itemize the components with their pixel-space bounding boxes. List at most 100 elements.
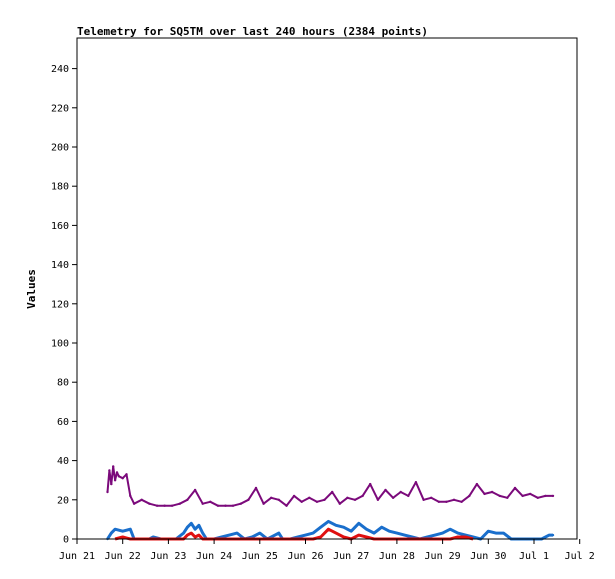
series-point-0 <box>300 500 303 503</box>
series-point-0 <box>521 494 524 498</box>
x-tick-label: Jun 28 <box>379 551 415 562</box>
y-tick-label: 180 <box>51 182 69 193</box>
series-point-1 <box>433 533 437 537</box>
series-point-0 <box>475 482 479 486</box>
y-tick-label: 0 <box>63 535 69 546</box>
series-point-0 <box>529 492 532 496</box>
series-point-0 <box>121 477 124 480</box>
y-axis-label: Values <box>25 269 38 309</box>
series-point-0 <box>483 492 486 496</box>
x-tick-label: Jun 29 <box>425 551 461 562</box>
series-point-0 <box>369 482 372 486</box>
series-point-1 <box>334 524 338 527</box>
series-point-0 <box>108 469 111 472</box>
series-point-1 <box>228 533 231 537</box>
series-point-0 <box>140 498 143 501</box>
x-tick-label: Jun 25 <box>242 551 278 562</box>
series-point-0 <box>171 504 174 507</box>
series-point-0 <box>544 494 547 498</box>
series-point-1 <box>311 531 315 535</box>
series-point-1 <box>235 531 239 535</box>
series-point-0 <box>239 502 242 505</box>
series-point-0 <box>513 486 517 490</box>
series-point-1 <box>456 531 459 535</box>
x-tick-label: Jun 21 <box>59 551 95 562</box>
x-tick-label: Jun 26 <box>287 551 323 562</box>
series-point-0 <box>117 475 121 478</box>
series-point-1 <box>449 528 452 531</box>
series-point-1 <box>193 528 197 531</box>
series-point-0 <box>148 502 151 505</box>
series-point-1 <box>113 528 117 531</box>
series-point-0 <box>323 498 326 501</box>
series-point-0 <box>115 471 119 474</box>
series-point-0 <box>155 504 159 507</box>
x-tick-label: Jun 23 <box>150 551 186 562</box>
series-point-0 <box>110 482 113 486</box>
series-point-1 <box>548 533 551 537</box>
series-point-0 <box>163 504 166 507</box>
series-point-1 <box>372 531 376 535</box>
series-point-1 <box>121 530 124 533</box>
series-point-0 <box>498 494 501 498</box>
series-line-2 <box>114 527 474 541</box>
plot-frame <box>76 37 578 540</box>
series-point-0 <box>331 490 334 494</box>
series-point-0 <box>209 500 212 503</box>
y-tick-label: 20 <box>57 495 69 506</box>
series-point-1 <box>403 533 406 537</box>
series-point-1 <box>342 526 345 529</box>
series-point-0 <box>112 465 115 468</box>
series-layer <box>106 465 555 541</box>
series-point-0 <box>129 494 132 498</box>
series-point-1 <box>327 520 330 523</box>
x-tick-label: Jun 30 <box>470 551 506 562</box>
series-point-0 <box>353 498 357 501</box>
series-point-0 <box>262 502 265 505</box>
series-point-0 <box>201 502 204 505</box>
series-line-0 <box>106 465 553 507</box>
series-point-1 <box>502 531 505 535</box>
series-point-0 <box>224 504 227 507</box>
series-point-0 <box>384 488 387 492</box>
series-point-0 <box>346 496 349 499</box>
series-point-0 <box>178 502 181 505</box>
series-point-0 <box>430 496 433 499</box>
series-point-0 <box>125 473 128 476</box>
y-tick-label: 60 <box>57 417 69 428</box>
series-point-1 <box>350 530 353 533</box>
x-tick-label: Jun 27 <box>333 551 369 562</box>
series-point-0 <box>414 481 418 484</box>
series-point-1 <box>304 533 307 537</box>
series-point-0 <box>437 500 440 503</box>
chart-title: Telemetry for SQ5TM over last 240 hours … <box>77 25 428 38</box>
series-point-0 <box>460 500 463 503</box>
series-point-0 <box>399 490 402 494</box>
series-point-1 <box>197 524 201 527</box>
series-point-0 <box>270 496 273 499</box>
series-point-0 <box>277 498 280 501</box>
x-tick-label: Jun 24 <box>196 551 232 562</box>
axis-layer: 0 20 40 60 80 100 120 140 160 180 200 220 240 Jun 21 J… <box>51 64 595 562</box>
series-point-1 <box>494 531 498 535</box>
series-point-1 <box>277 531 280 535</box>
y-tick-label: 160 <box>51 221 69 232</box>
series-point-0 <box>422 498 425 501</box>
series-point-1 <box>441 531 444 535</box>
y-tick-label: 220 <box>51 103 69 114</box>
series-point-0 <box>315 500 319 503</box>
y-tick-label: 80 <box>57 378 69 389</box>
x-tick-label: Jul 1 <box>519 551 549 562</box>
series-point-0 <box>231 504 235 507</box>
series-point-0 <box>376 498 380 501</box>
x-tick-label: Jun 22 <box>105 551 141 562</box>
series-point-0 <box>361 494 364 498</box>
series-point-0 <box>216 504 220 507</box>
series-point-0 <box>452 498 456 501</box>
series-point-0 <box>247 498 250 501</box>
series-point-0 <box>490 490 494 494</box>
series-point-1 <box>201 531 204 535</box>
series-point-1 <box>395 531 399 535</box>
series-point-0 <box>338 502 341 505</box>
